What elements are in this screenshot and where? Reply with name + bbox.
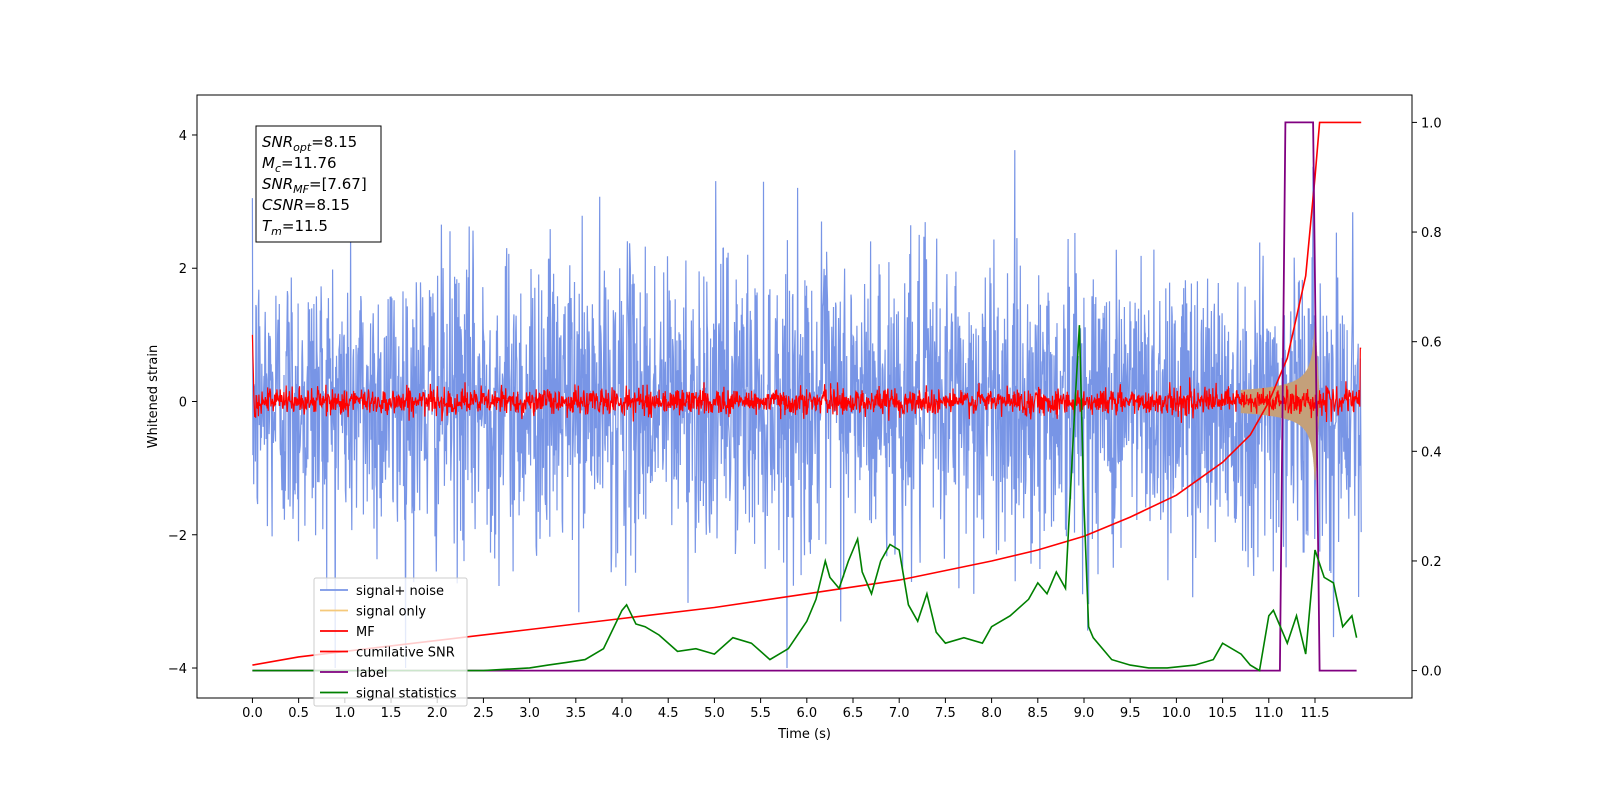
x-tick-label: 5.5: [750, 706, 771, 721]
y2-tick-label: 0.4: [1421, 445, 1442, 460]
signal-statistics-line: [252, 325, 1358, 672]
annotation-box: SNRopt=8.15Mc=11.76SNRMF=[7.67]CSNR=8.15…: [255, 125, 382, 243]
x-tick-label: 2.5: [473, 706, 494, 721]
annotation-line: SNRMF=[7.67]: [262, 175, 367, 196]
legend-frame: [313, 577, 468, 707]
annotation-frame: [255, 125, 382, 243]
y2-tick-label: 0.6: [1421, 336, 1442, 351]
x-tick-label: 6.0: [796, 706, 817, 721]
y2-tick-label: 0.2: [1421, 555, 1442, 570]
legend-label: cumilative SNR: [356, 646, 455, 661]
series-mf: [251, 334, 1362, 423]
x-tick-label: 1.0: [334, 706, 355, 721]
y-axis-label: Whitened strain: [146, 345, 161, 448]
x-tick-label: 2.0: [427, 706, 448, 721]
x-tick-label: 7.0: [889, 706, 910, 721]
legend-label: label: [356, 666, 387, 681]
x-tick-label: 4.0: [612, 706, 633, 721]
legend: signal+ noise signal only MF cumilative SNR…: [313, 577, 468, 707]
x-tick-label: 10.0: [1162, 706, 1191, 721]
legend-label: signal statistics: [356, 687, 457, 702]
x-tick-label: 6.5: [843, 706, 864, 721]
y2-tick-label: 1.0: [1421, 116, 1442, 131]
y2-tick-label: 0.8: [1421, 226, 1442, 241]
annotation-line: Tm=11.5: [262, 217, 328, 238]
legend-label: signal only: [356, 605, 426, 620]
y-tick-label: 2: [179, 262, 187, 277]
y-axis-left: −4 −2 0 2 4: [168, 129, 197, 677]
plot-area: [251, 121, 1362, 672]
x-tick-label: 3.5: [565, 706, 586, 721]
legend-label: MF: [356, 625, 375, 640]
label-line: [252, 121, 1357, 672]
annotation-line: SNRopt=8.15: [262, 133, 357, 154]
y-tick-label: −4: [168, 662, 187, 677]
x-tick-label: 0.0: [242, 706, 263, 721]
x-tick-label: 7.5: [935, 706, 956, 721]
y-tick-label: 0: [179, 395, 187, 410]
legend-label: signal+ noise: [356, 584, 444, 599]
y-axis-right: 0.0 0.2 0.4 0.6 0.8 1.0: [1412, 116, 1442, 680]
x-tick-label: 1.5: [381, 706, 402, 721]
series-signal-statistics: [252, 325, 1358, 672]
x-tick-label: 4.5: [658, 706, 679, 721]
x-tick-label: 9.0: [1074, 706, 1095, 721]
x-tick-label: 8.0: [981, 706, 1002, 721]
annotation-line: Mc=11.76: [262, 154, 337, 175]
y-tick-label: 4: [179, 129, 187, 144]
x-tick-label: 11.0: [1254, 706, 1283, 721]
y2-tick-label: 0.0: [1421, 665, 1442, 680]
x-axis-label: Time (s): [777, 727, 831, 742]
x-tick-label: 10.5: [1208, 706, 1237, 721]
cumulative-snr-line: [252, 121, 1362, 666]
x-tick-label: 5.0: [704, 706, 725, 721]
y-tick-label: −2: [168, 529, 187, 544]
plot-frame: [196, 94, 1413, 699]
series-cumulative-snr: [252, 121, 1362, 666]
x-tick-label: 11.5: [1301, 706, 1330, 721]
x-tick-label: 8.5: [1027, 706, 1048, 721]
series-label: [252, 121, 1357, 672]
mf-line: [251, 334, 1362, 423]
x-tick-label: 9.5: [1120, 706, 1141, 721]
annotation-line: CSNR=8.15: [262, 196, 350, 214]
x-tick-label: 0.5: [288, 706, 309, 721]
x-tick-label: 3.0: [519, 706, 540, 721]
x-axis: 0.0 0.5 1.0 1.5 2.0 2.5 3.0 3.5 4.0 4.5 5.0 5.5 6.0 6…: [242, 698, 1329, 721]
